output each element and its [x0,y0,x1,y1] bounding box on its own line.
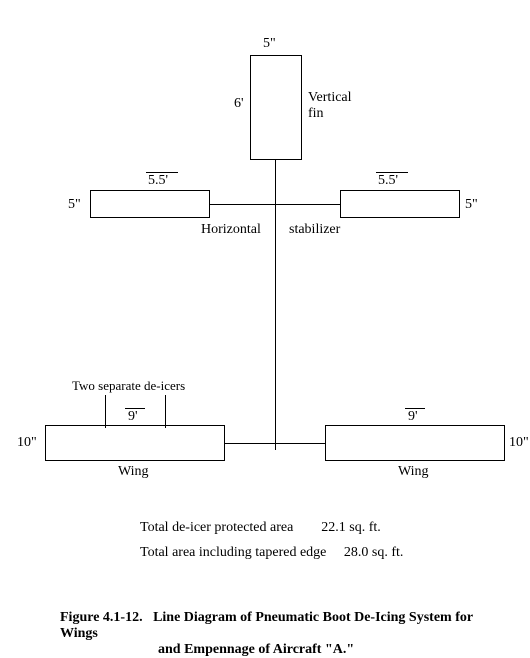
wing-right-box [325,425,505,461]
deicer-tick-1 [105,395,106,428]
vertical-fin-height-dim: 6' [234,96,244,112]
hstab-connector-left [210,204,275,205]
wing-left-thickness: 10" [17,435,37,451]
hstab-connector-right [275,204,340,205]
wing-left-span: 9' [128,409,138,425]
figure-caption: Figure 4.1-12. Line Diagram of Pneumatic… [60,610,510,658]
footer-line1: Total de-icer protected area 22.1 sq. ft… [140,520,381,536]
vertical-fin-top-dim: 5" [263,36,276,52]
vertical-fin-box [250,55,302,160]
hstab-left-thickness: 5" [68,197,81,213]
hstab-label-right: stabilizer [289,222,340,238]
wing-connector-right [275,443,325,444]
hstab-right-thickness: 5" [465,197,478,213]
wing-right-thickness: 10" [509,435,529,451]
vertical-fin-label-line1: Vertical [308,90,352,106]
wing-left-label: Wing [118,464,149,480]
wing-left-box [45,425,225,461]
deicer-tick-2 [165,395,166,428]
hstab-label-left: Horizontal [201,222,261,238]
caption-title-line2: and Empennage of Aircraft "A." [158,642,354,658]
hstab-left-box [90,190,210,218]
wing-connector-left [225,443,275,444]
hstab-right-box [340,190,460,218]
diagram-stage: 5" 6' Vertical fin 5.5' 5.5' 5" 5" Horiz… [0,0,530,657]
caption-lead: Figure 4.1-12. [60,610,143,625]
wing-right-label: Wing [398,464,429,480]
hstab-right-span: 5.5' [378,173,398,189]
deicer-note: Two separate de-icers [72,378,185,394]
hstab-left-span: 5.5' [148,173,168,189]
footer-line2: Total area including tapered edge 28.0 s… [140,545,403,561]
wing-right-span: 9' [408,409,418,425]
vertical-fin-label-line2: fin [308,106,324,122]
